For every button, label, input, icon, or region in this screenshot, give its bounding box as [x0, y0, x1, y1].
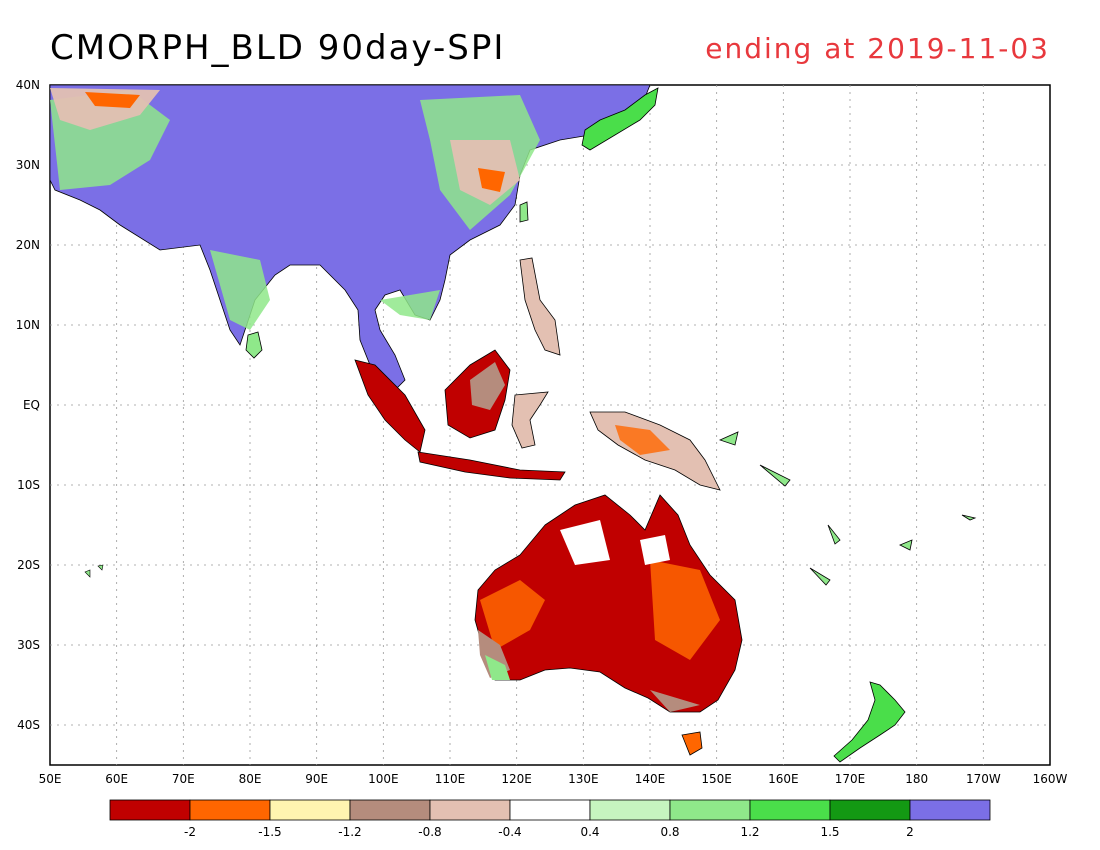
colorbar-label: -1.5: [258, 825, 281, 839]
java-and-islands: [417, 451, 566, 481]
australia-orange: [480, 560, 720, 660]
colorbar-swatch: [269, 799, 351, 821]
tasmania: [681, 731, 703, 756]
lon-label: 100E: [368, 772, 399, 786]
lon-label: 60E: [105, 772, 128, 786]
lon-label: 180: [905, 772, 928, 786]
lon-label: 120E: [501, 772, 532, 786]
sri-lanka: [245, 331, 263, 359]
colorbar-label: -1.2: [338, 825, 361, 839]
lat-label: 10S: [17, 478, 40, 492]
lon-label: 160W: [1033, 772, 1068, 786]
lon-label: 50E: [39, 772, 62, 786]
colorbar-labels: -2 -1.5 -1.2 -0.8 -0.4 0.4 0.8 1.2 1.5 2: [184, 825, 914, 839]
colorbar-swatch: [749, 799, 831, 821]
lon-label: 70E: [172, 772, 195, 786]
colorbar: [109, 799, 991, 821]
lon-label: 170W: [966, 772, 1001, 786]
japan: [581, 87, 659, 151]
colorbar-swatch: [909, 799, 991, 821]
map-title: CMORPH_BLD 90day-SPI: [50, 28, 506, 68]
colorbar-label: 0.4: [580, 825, 599, 839]
colorbar-label: -0.4: [498, 825, 521, 839]
lat-label: 40S: [17, 718, 40, 732]
colorbar-swatch: [669, 799, 751, 821]
sulawesi: [511, 391, 549, 449]
pacific-islands: [718, 431, 977, 586]
asia-dry-spots: [85, 92, 505, 192]
australia-white-gaps: [560, 520, 670, 565]
lon-label: 170E: [835, 772, 866, 786]
latitude-labels: 40N 30N 20N 10N EQ 10S 20S 30S 40S: [16, 78, 40, 732]
longitude-labels: 50E 60E 70E 80E 90E 100E 110E 120E 130E 140E 150E 1…: [39, 772, 1068, 786]
colorbar-swatch: [509, 799, 591, 821]
lon-label: 150E: [701, 772, 732, 786]
lon-label: 110E: [435, 772, 466, 786]
colorbar-swatch: [589, 799, 671, 821]
lon-label: 160E: [768, 772, 799, 786]
colorbar-label: 1.2: [740, 825, 759, 839]
australia-brown: [478, 630, 700, 712]
lat-label: 30N: [16, 158, 40, 172]
australia-green-sw: [485, 655, 510, 680]
colorbar-swatch: [189, 799, 271, 821]
borneo-brown: [470, 362, 505, 410]
lat-label: 20N: [16, 238, 40, 252]
taiwan: [519, 201, 529, 223]
philippines: [519, 257, 561, 356]
new-zealand: [833, 681, 906, 763]
lon-label: 140E: [635, 772, 666, 786]
colorbar-label: 1.5: [820, 825, 839, 839]
lat-label: 40N: [16, 78, 40, 92]
map-subtitle: ending at 2019-11-03: [705, 32, 1050, 65]
lat-label: 30S: [17, 638, 40, 652]
small-island-west: [84, 564, 104, 578]
colorbar-label: 2: [906, 825, 914, 839]
land-and-spi-field: [50, 85, 977, 763]
new-guinea-dry: [615, 425, 670, 455]
colorbar-swatch: [109, 799, 191, 821]
colorbar-swatch: [829, 799, 911, 821]
lon-label: 130E: [568, 772, 599, 786]
lon-label: 80E: [239, 772, 262, 786]
lat-label: 20S: [17, 558, 40, 572]
colorbar-label: -2: [184, 825, 196, 839]
colorbar-swatch: [429, 799, 511, 821]
lat-label: EQ: [23, 398, 40, 412]
colorbar-swatch: [349, 799, 431, 821]
lon-label: 90E: [305, 772, 328, 786]
colorbar-label: -0.8: [418, 825, 441, 839]
colorbar-label: 0.8: [660, 825, 679, 839]
lat-label: 10N: [16, 318, 40, 332]
